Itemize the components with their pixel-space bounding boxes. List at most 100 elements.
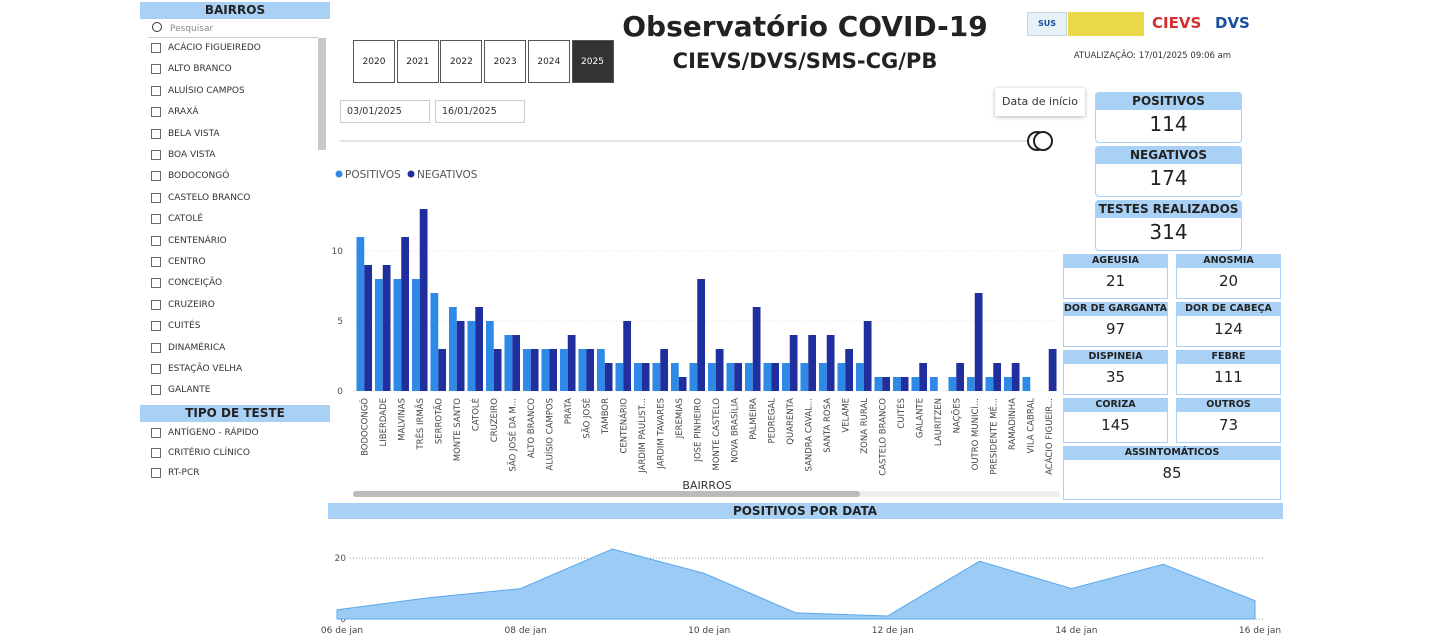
checkbox[interactable] bbox=[151, 85, 161, 96]
bairro-option[interactable]: CRUZEIRO bbox=[168, 299, 215, 310]
checkbox[interactable] bbox=[151, 468, 161, 478]
bar bbox=[652, 363, 661, 391]
bar bbox=[919, 363, 928, 391]
x-tick-label: SÃO JOSÉ bbox=[580, 398, 592, 439]
checkbox[interactable] bbox=[151, 43, 161, 53]
checkbox[interactable] bbox=[151, 235, 161, 246]
year-button[interactable]: 2025 bbox=[571, 40, 614, 83]
bar bbox=[541, 349, 550, 391]
symptom-label: CORIZA bbox=[1063, 398, 1168, 412]
kpi-value: 314 bbox=[1149, 220, 1188, 244]
bar bbox=[855, 363, 864, 391]
checkbox[interactable] bbox=[151, 428, 161, 438]
bairro-option[interactable]: BELA VISTA bbox=[168, 128, 220, 139]
checkbox[interactable] bbox=[151, 192, 161, 203]
x-tick-label: CENTENÁRIO bbox=[617, 398, 629, 454]
bar bbox=[430, 293, 439, 391]
year-button[interactable]: 2020 bbox=[353, 40, 395, 83]
bar bbox=[1011, 363, 1020, 391]
legend-label: POSITIVOS bbox=[345, 169, 401, 181]
date-end[interactable]: 16/01/2025 bbox=[435, 100, 525, 123]
y-tick-label: 0 bbox=[337, 387, 343, 397]
date-start[interactable]: 03/01/2025 bbox=[340, 100, 430, 123]
bar bbox=[596, 349, 605, 391]
x-tick-label: LIBERDADE bbox=[379, 398, 389, 446]
bar bbox=[689, 363, 698, 391]
symptom-value: 124 bbox=[1214, 320, 1243, 338]
checkbox[interactable] bbox=[151, 150, 161, 160]
bairro-option[interactable]: CENTRO bbox=[168, 257, 206, 267]
bairro-option[interactable]: DINAMÉRICA bbox=[168, 342, 226, 353]
scroll-thumb bbox=[353, 491, 860, 497]
bairro-option[interactable]: ALTO BRANCO bbox=[168, 64, 232, 75]
year-button[interactable]: 2023 bbox=[484, 40, 527, 83]
x-tick-label: 14 de jan bbox=[1055, 626, 1097, 636]
bar bbox=[456, 321, 465, 391]
x-tick-label: ZONA RURAL bbox=[860, 398, 870, 454]
bar bbox=[818, 363, 827, 391]
bar bbox=[364, 265, 373, 391]
symptom-label: AGEUSIA bbox=[1063, 254, 1168, 268]
checkbox[interactable] bbox=[151, 448, 161, 458]
checkbox[interactable] bbox=[151, 257, 161, 267]
checkbox[interactable] bbox=[151, 364, 161, 374]
bairro-option[interactable]: BODOCONGÓ bbox=[168, 171, 230, 182]
checkbox[interactable] bbox=[151, 64, 161, 75]
x-tick-label: MONTE CASTELO bbox=[712, 398, 722, 471]
symptom-label: ANOSMIA bbox=[1176, 254, 1281, 268]
search-box[interactable]: Pesquisar bbox=[170, 24, 214, 34]
checkbox[interactable] bbox=[151, 278, 161, 289]
checkbox[interactable] bbox=[151, 107, 161, 118]
bairro-option[interactable]: GALANTE bbox=[168, 385, 211, 396]
x-tick-label: 16 de jan bbox=[1239, 626, 1281, 636]
bairro-option[interactable]: ACÁCIO FIGUEIREDO bbox=[168, 43, 261, 53]
y-tick-label: 5 bbox=[337, 317, 343, 327]
bairro-option[interactable]: CATOLÉ bbox=[168, 214, 204, 225]
checkbox[interactable] bbox=[151, 385, 161, 396]
bar bbox=[744, 363, 753, 391]
slider-knob[interactable] bbox=[1033, 131, 1053, 151]
y-tick-label: 0 bbox=[340, 615, 346, 625]
year-button[interactable]: 2024 bbox=[527, 40, 570, 83]
bairro-option[interactable]: CONCEIÇÃO bbox=[168, 278, 223, 289]
checkbox[interactable] bbox=[151, 299, 161, 310]
bairro-option[interactable]: ARAXÁ bbox=[168, 107, 199, 118]
bar bbox=[726, 363, 735, 391]
checkbox[interactable] bbox=[151, 171, 161, 182]
bairro-option[interactable]: CENTENÁRIO bbox=[168, 235, 227, 246]
kpi-label: TESTES REALIZADOS bbox=[1095, 200, 1242, 218]
tipo-option[interactable]: RT-PCR bbox=[168, 468, 200, 478]
year-button[interactable]: 2022 bbox=[440, 40, 483, 83]
bairro-option[interactable]: CUITÉS bbox=[168, 321, 201, 332]
checkbox[interactable] bbox=[151, 128, 161, 139]
bairro-option[interactable]: ALUÍSIO CAMPOS bbox=[168, 85, 245, 96]
x-tick-label: ACÁCIO FIGUEIR... bbox=[1043, 398, 1055, 475]
bar bbox=[567, 335, 576, 391]
bar bbox=[734, 363, 743, 391]
legend-swatch bbox=[335, 170, 343, 178]
bairro-option[interactable]: CASTELO BRANCO bbox=[168, 192, 251, 203]
bar bbox=[401, 237, 410, 391]
bairro-option[interactable]: BOA VISTA bbox=[168, 150, 216, 160]
symptom-label: ASSINTOMÁTICOS bbox=[1063, 446, 1281, 460]
bar bbox=[393, 279, 402, 391]
x-tick-label: ALUÍSIO CAMPOS bbox=[543, 398, 555, 470]
x-tick-label: 06 de jan bbox=[321, 626, 363, 636]
legend-swatch bbox=[407, 170, 415, 178]
x-tick-label: JOSÉ PINHEIRO bbox=[691, 398, 703, 463]
logo-dvs: DVS bbox=[1215, 14, 1250, 32]
x-tick-label: RAMADINHA bbox=[1008, 398, 1018, 450]
checkbox[interactable] bbox=[151, 342, 161, 353]
x-tick-label: CUITÉS bbox=[895, 398, 907, 429]
checkbox[interactable] bbox=[151, 214, 161, 225]
tipo-option[interactable]: CRITÉRIO CLÍNICO bbox=[168, 448, 250, 458]
checkbox[interactable] bbox=[151, 321, 161, 332]
symptom-value: 20 bbox=[1218, 272, 1239, 290]
year-button[interactable]: 2021 bbox=[396, 40, 439, 83]
x-tick-label: PRATA bbox=[564, 398, 574, 424]
tipo-option[interactable]: ANTÍGENO - RÁPIDO bbox=[168, 428, 259, 438]
bairro-option[interactable]: ESTAÇÃO VELHA bbox=[168, 364, 243, 374]
x-tick-label: 10 de jan bbox=[688, 626, 730, 636]
bar bbox=[549, 349, 558, 391]
x-tick-label: ALTO BRANCO bbox=[527, 398, 537, 458]
